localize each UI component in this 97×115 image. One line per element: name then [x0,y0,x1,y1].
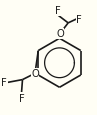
Text: F: F [1,78,7,88]
Text: O: O [31,69,39,79]
Text: F: F [19,93,24,103]
Text: F: F [55,6,61,16]
Text: O: O [56,29,64,39]
Text: F: F [76,15,82,25]
